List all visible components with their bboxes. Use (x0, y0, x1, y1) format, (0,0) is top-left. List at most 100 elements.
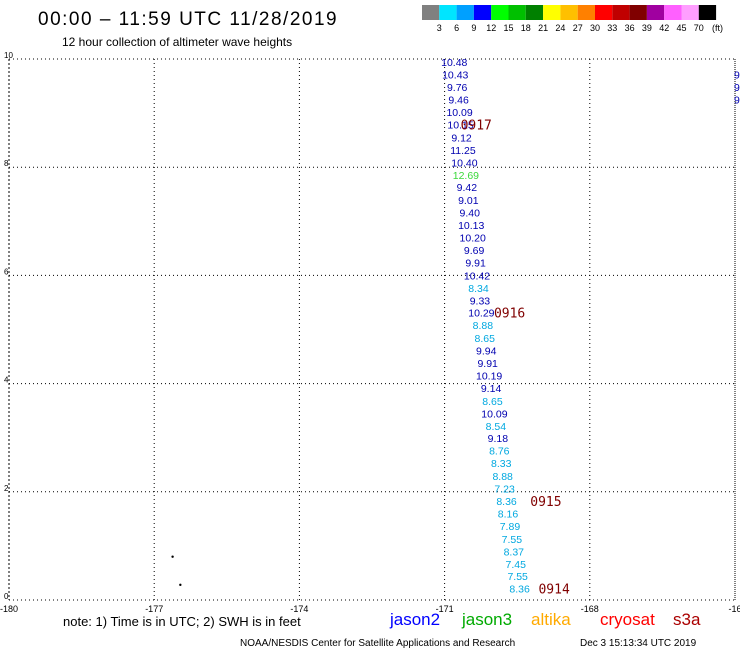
data-point-label: 8.54 (486, 421, 507, 433)
scale-swatch (577, 5, 595, 20)
data-point-label: 10.15 (447, 119, 473, 131)
pass-time-label: 0916 (494, 307, 525, 322)
data-point-label: 9.46 (448, 95, 469, 107)
data-point-label: 10.40 (451, 157, 477, 169)
scale-tick-label: 24 (555, 23, 565, 33)
scale-swatch (612, 5, 630, 20)
data-point-label: 8.36 (509, 584, 530, 596)
data-point-label: 9.91 (465, 257, 486, 269)
data-point-label: 11.25 (450, 145, 476, 157)
axis-tick-labels: -180 -177 -174 -171 -168 -16 0 2 4 6 8 10 (0, 51, 740, 614)
data-point-label: 8.88 (473, 320, 494, 332)
data-point-label: 10.48 (441, 57, 467, 69)
edge-clipped-label: 9 (734, 82, 740, 94)
legend-s3a: s3a (673, 610, 701, 629)
data-point-label: 9.94 (476, 346, 497, 358)
data-point-label: 10.43 (442, 70, 468, 82)
scale-swatch (560, 5, 578, 20)
plot-grid (8, 58, 736, 601)
data-point-label: 7.55 (507, 571, 528, 583)
data-point-label: 8.36 (496, 496, 517, 508)
data-point-dot (179, 583, 182, 587)
data-point-label: 10.13 (458, 220, 484, 232)
data-point-label: 8.65 (475, 333, 496, 345)
scale-swatch (422, 5, 440, 20)
scale-tick-label: 39 (642, 23, 652, 33)
scale-tick-label: 9 (471, 23, 476, 33)
data-point-label: 9.14 (481, 383, 502, 395)
y-tick-label: 6 (4, 267, 9, 276)
scale-swatch (629, 5, 647, 20)
scale-tick-label: 18 (521, 23, 531, 33)
data-points: 10.4810.439.769.4610.0910.159.1211.2510.… (171, 57, 530, 596)
data-point-label: 8.76 (489, 446, 510, 458)
scale-swatch (439, 5, 457, 20)
y-tick-label: 2 (4, 484, 9, 493)
scale-tick-label: 21 (538, 23, 548, 33)
footer-timestamp: Dec 3 15:13:34 UTC 2019 (580, 638, 697, 649)
data-point-label: 8.16 (498, 508, 519, 520)
x-tick-label: -174 (290, 604, 308, 614)
units-note: note: 1) Time is in UTC; 2) SWH is in fe… (63, 614, 301, 629)
x-tick-label: -171 (436, 604, 454, 614)
scale-swatch (664, 5, 682, 20)
x-tick-label: -177 (145, 604, 163, 614)
scale-swatch (595, 5, 613, 20)
scale-swatch (508, 5, 526, 20)
scale-swatch (681, 5, 699, 20)
satellite-legend: jason2 jason3 altika cryosat s3a (389, 610, 701, 629)
data-point-label: 9.69 (464, 245, 485, 257)
y-tick-label: 0 (4, 592, 9, 601)
legend-jason3: jason3 (461, 610, 512, 629)
y-tick-label: 8 (4, 159, 9, 168)
chart-title: 00:00 – 11:59 UTC 11/28/2019 (38, 9, 338, 30)
y-tick-label: 4 (4, 376, 9, 385)
edge-clipped-label: 9 (734, 95, 740, 107)
data-point-label: 9.33 (470, 295, 491, 307)
data-point-label: 7.89 (500, 521, 521, 533)
scale-tick-label: 30 (590, 23, 600, 33)
scale-swatch (525, 5, 544, 20)
scale-tick-label: 15 (503, 23, 513, 33)
chart-subtitle: 12 hour collection of altimeter wave hei… (62, 35, 292, 49)
data-point-label: 8.65 (482, 396, 503, 408)
data-point-label: 9.40 (460, 208, 481, 220)
data-point-label: 9.42 (457, 182, 478, 194)
data-point-label: 9.18 (488, 433, 509, 445)
data-point-label: 10.20 (460, 233, 486, 245)
pass-time-label: 0914 (538, 583, 569, 598)
scale-swatch (646, 5, 665, 20)
scale-tick-label: 45 (676, 23, 686, 33)
pass-time-label: 0915 (530, 495, 561, 510)
data-point-label: 9.91 (477, 358, 498, 370)
data-point-label: 8.37 (504, 546, 525, 558)
scale-tick-label: 36 (625, 23, 635, 33)
scale-tick-label: 3 (437, 23, 442, 33)
data-point-label: 8.88 (492, 471, 513, 483)
scale-tick-label: 70 (694, 23, 704, 33)
y-tick-label: 10 (4, 51, 13, 60)
pass-time-labels: 0917 0916 0915 0914 (461, 118, 570, 597)
plot-frame (8, 58, 736, 601)
color-scale-legend: 3 6 9 12 15 18 21 24 27 30 33 36 39 42 45 70 (422, 5, 717, 33)
scale-tick-label: 12 (486, 23, 496, 33)
x-tick-label: -16 (728, 604, 740, 614)
data-point-label: 9.12 (451, 132, 472, 144)
footer-credit: NOAA/NESDIS Center for Satellite Applica… (240, 638, 515, 649)
data-point-label: 8.34 (468, 283, 489, 295)
legend-jason2: jason2 (389, 610, 440, 629)
scale-swatch (456, 5, 474, 20)
data-point-label: 12.69 (453, 170, 479, 182)
scale-swatch (698, 5, 717, 20)
x-tick-label: -168 (581, 604, 599, 614)
data-point-label: 9.76 (447, 82, 468, 94)
scale-tick-label: 27 (573, 23, 583, 33)
data-point-label: 7.45 (506, 559, 527, 571)
scale-tick-label: 42 (659, 23, 669, 33)
data-point-dot (171, 555, 174, 558)
scale-tick-label: 6 (454, 23, 459, 33)
data-point-label: 9.01 (458, 195, 479, 207)
data-point-label: 10.09 (446, 107, 472, 119)
data-point-label: 7.23 (494, 484, 515, 496)
